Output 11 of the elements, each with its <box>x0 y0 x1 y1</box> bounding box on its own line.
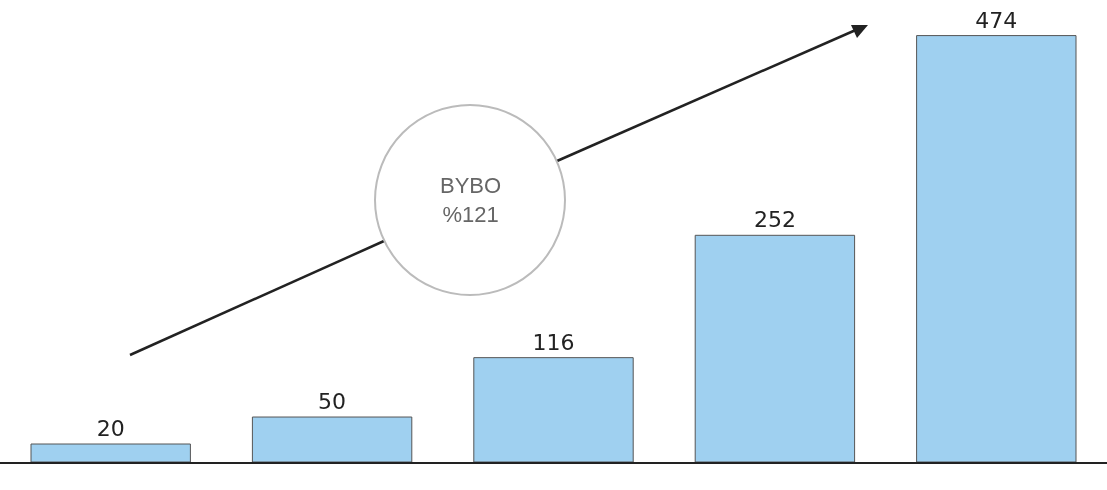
data-label: 50 <box>318 389 347 415</box>
data-label: 252 <box>753 207 796 233</box>
bar <box>30 443 191 462</box>
data-label: 474 <box>975 7 1018 33</box>
bar <box>694 234 856 462</box>
bar <box>916 35 1077 462</box>
bar <box>473 357 634 462</box>
annotation: BYBO %121 <box>440 173 502 227</box>
data-label: 116 <box>532 329 575 355</box>
bar <box>251 416 413 462</box>
data-label: 20 <box>96 416 125 442</box>
